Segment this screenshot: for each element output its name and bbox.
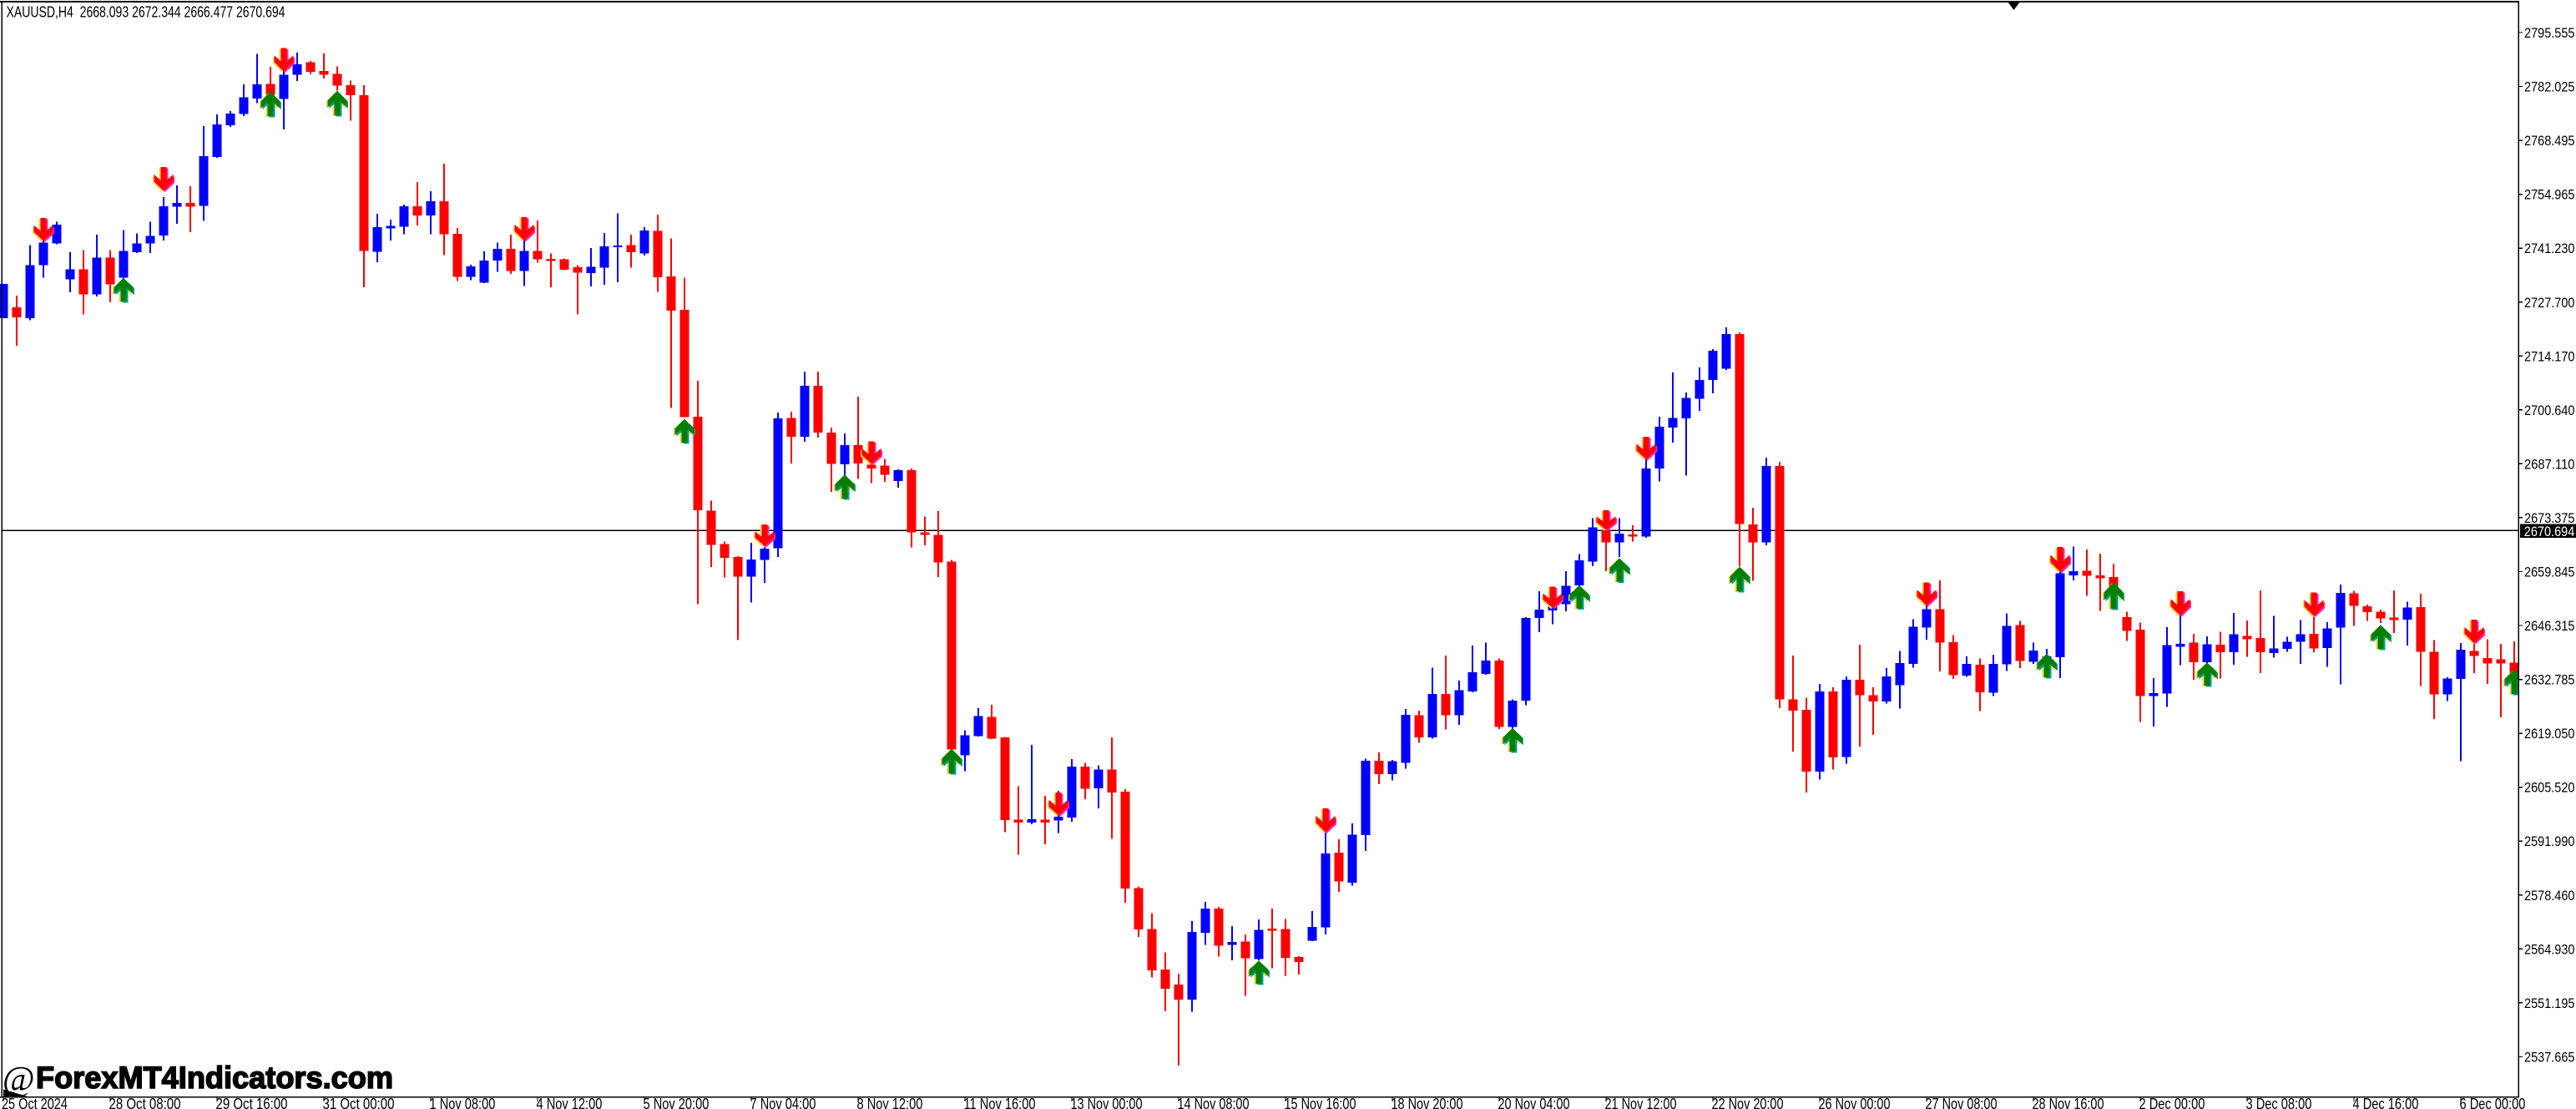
svg-text:13 Nov 00:00: 13 Nov 00:00 (1071, 1096, 1143, 1109)
svg-text:28 Oct 08:00: 28 Oct 08:00 (109, 1096, 181, 1109)
svg-text:5 Nov 20:00: 5 Nov 20:00 (644, 1096, 710, 1109)
svg-text:15 Nov 16:00: 15 Nov 16:00 (1285, 1096, 1356, 1109)
svg-text:2537.665: 2537.665 (2524, 1051, 2575, 1066)
svg-text:2768.495: 2768.495 (2524, 134, 2575, 149)
svg-text:2782.025: 2782.025 (2524, 80, 2575, 95)
svg-text:11 Nov 16:00: 11 Nov 16:00 (964, 1096, 1036, 1109)
svg-text:2591.990: 2591.990 (2524, 834, 2575, 849)
svg-text:2687.110: 2687.110 (2524, 457, 2575, 472)
svg-text:2605.520: 2605.520 (2524, 781, 2575, 796)
svg-text:7 Nov 04:00: 7 Nov 04:00 (750, 1096, 816, 1109)
svg-text:2659.845: 2659.845 (2524, 565, 2575, 580)
svg-text:25 Oct 2024: 25 Oct 2024 (2, 1096, 68, 1109)
svg-text:2619.050: 2619.050 (2524, 727, 2575, 742)
svg-text:14 Nov 08:00: 14 Nov 08:00 (1178, 1096, 1250, 1109)
svg-text:22 Nov 20:00: 22 Nov 20:00 (1712, 1096, 1784, 1109)
svg-text:21 Nov 12:00: 21 Nov 12:00 (1605, 1096, 1677, 1109)
svg-text:8 Nov 12:00: 8 Nov 12:00 (857, 1096, 923, 1109)
svg-text:2646.315: 2646.315 (2524, 619, 2575, 634)
svg-text:20 Nov 04:00: 20 Nov 04:00 (1498, 1096, 1570, 1109)
svg-text:2551.195: 2551.195 (2524, 996, 2575, 1011)
svg-text:28 Nov 16:00: 28 Nov 16:00 (2033, 1096, 2104, 1109)
svg-text:2564.930: 2564.930 (2524, 942, 2575, 957)
svg-text:2754.965: 2754.965 (2524, 188, 2575, 203)
svg-text:29 Oct 16:00: 29 Oct 16:00 (216, 1096, 288, 1109)
svg-text:27 Nov 08:00: 27 Nov 08:00 (1926, 1096, 1998, 1109)
svg-text:26 Nov 00:00: 26 Nov 00:00 (1819, 1096, 1891, 1109)
svg-text:2673.375: 2673.375 (2524, 511, 2575, 526)
svg-text:2670.694: 2670.694 (2524, 524, 2575, 539)
svg-text:2578.460: 2578.460 (2524, 889, 2575, 904)
svg-text:3 Dec 08:00: 3 Dec 08:00 (2246, 1096, 2312, 1109)
svg-text:2714.170: 2714.170 (2524, 349, 2575, 364)
svg-text:2 Dec 00:00: 2 Dec 00:00 (2139, 1096, 2205, 1109)
svg-text:2795.555: 2795.555 (2524, 26, 2575, 41)
svg-text:2727.700: 2727.700 (2524, 296, 2575, 311)
svg-text:@: @ (3, 1061, 35, 1099)
svg-text:XAUUSD,H4 2668.093 2672.344 2: XAUUSD,H4 2668.093 2672.344 2666.477 267… (7, 3, 285, 20)
svg-text:2632.785: 2632.785 (2524, 673, 2575, 688)
svg-text:2741.230: 2741.230 (2524, 241, 2575, 256)
svg-text:1 Nov 08:00: 1 Nov 08:00 (430, 1096, 496, 1109)
svg-text:4 Dec 16:00: 4 Dec 16:00 (2353, 1096, 2419, 1109)
svg-text:4 Nov 12:00: 4 Nov 12:00 (537, 1096, 603, 1109)
svg-text:ForexMT4Indicators.com: ForexMT4Indicators.com (36, 1060, 393, 1095)
svg-text:31 Oct 00:00: 31 Oct 00:00 (323, 1096, 395, 1109)
svg-text:2700.640: 2700.640 (2524, 403, 2575, 418)
svg-text:18 Nov 20:00: 18 Nov 20:00 (1392, 1096, 1463, 1109)
svg-text:6 Dec 00:00: 6 Dec 00:00 (2460, 1096, 2526, 1109)
